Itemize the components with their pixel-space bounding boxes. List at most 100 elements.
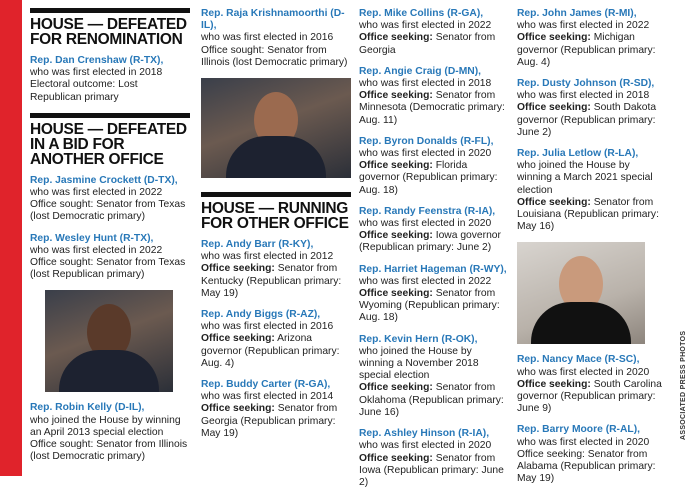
entry: Rep. Dusty Johnson (R-SD), who was first … (517, 78, 667, 139)
detail-label: Office seeking: (201, 333, 275, 345)
entry-intro: who was first elected in 2014 (201, 391, 334, 403)
entry-intro: who was first elected in 2022 (359, 20, 492, 32)
entry-detail: Office seeking: South Carolina governor … (517, 379, 667, 416)
photo (201, 78, 351, 179)
entry-detail: Office sought: Senator from Texas (lost … (30, 257, 190, 281)
entry-detail: Office seeking: Senator from Georgia (Re… (201, 403, 351, 440)
column: Rep. John James (R-MI), who was first ele… (517, 8, 667, 494)
detail-text: Michigan governor (Republican primary: A… (517, 32, 656, 68)
entry: Rep. Ashley Hinson (R-IA), who was first … (359, 428, 509, 489)
detail-label: Office seeking: (359, 382, 433, 394)
entry: Rep. Andy Biggs (R-AZ), who was first ele… (201, 309, 351, 370)
detail-text: Senator from Georgia (359, 32, 496, 56)
entry-intro: who was first elected in 2018 (30, 67, 163, 79)
entry: Rep. Kevin Hern (R-OK), who joined the Ho… (359, 334, 509, 419)
detail-text: Senator from Kentucky (Republican primar… (201, 263, 342, 299)
section-heading: HOUSE — DEFEATED IN A BID FOR ANOTHER OF… (30, 112, 190, 167)
entry-detail: Electoral outcome: Lost Republican prima… (30, 79, 190, 103)
detail-label: Office seeking: (359, 90, 433, 102)
detail-text: Senator from Minnesota (Democratic prima… (359, 90, 505, 126)
detail-text: Electoral outcome: Lost Republican prima… (30, 79, 138, 103)
entry: Rep. Andy Barr (R-KY), who was first elec… (201, 239, 351, 300)
entry-intro: who was first elected in 2022 (30, 244, 163, 256)
entry-intro: who joined the House by winning a Novemb… (359, 345, 479, 382)
entry-intro: who was first elected in 2022 (517, 20, 650, 32)
entry-name: Rep. Robin Kelly (D-IL), (30, 402, 145, 414)
entry-name: Rep. Randy Feenstra (R-IA), (359, 205, 496, 217)
entry-name: Rep. Andy Biggs (R-AZ), (201, 309, 321, 321)
entry-detail: Office seeking: Senator from Wyoming (Re… (359, 288, 509, 325)
section-heading: HOUSE — RUNNING FOR OTHER OFFICE (201, 192, 351, 231)
entry-detail: Office seeking: Senator from Georgia (359, 32, 509, 56)
detail-label: Office seeking: (359, 288, 433, 300)
entry-detail: Office seeking: Senator from Oklahoma (R… (359, 382, 509, 419)
entry-intro: who was first elected in 2020 (359, 148, 492, 160)
entry: Rep. Angie Craig (D-MN), who was first el… (359, 66, 509, 127)
entry-intro: who was first elected in 2020 (517, 366, 650, 378)
entry-detail: Office seeking: Senator from Kentucky (R… (201, 263, 351, 300)
entry: Rep. Raja Krishnamoorthi (D-IL), who was … (201, 8, 351, 69)
photo (45, 290, 173, 393)
entry-intro: who joined the House by winning an April… (30, 414, 181, 438)
entry-detail: Office seeking: Arizona governor (Republ… (201, 333, 351, 370)
entry: Rep. Buddy Carter (R-GA), who was first e… (201, 379, 351, 440)
entry-intro: who was first elected in 2022 (359, 275, 492, 287)
detail-text: Senator from Georgia (Republican primary… (201, 403, 338, 439)
entry: Rep. Mike Collins (R-GA), who was first e… (359, 8, 509, 57)
photo (517, 242, 645, 345)
entry-name: Rep. Nancy Mace (R-SC), (517, 354, 640, 366)
entry-intro: who was first elected in 2020 (359, 218, 492, 230)
entry-intro: who was first elected in 2020 (517, 436, 650, 448)
entry-detail: Office seeking: Senator from Minnesota (… (359, 90, 509, 127)
detail-text: Senator from Wyoming (Republican primary… (359, 288, 500, 324)
detail-label: Office seeking: (201, 403, 275, 415)
entry-intro: who was first elected in 2018 (359, 78, 492, 90)
page: HOUSE — DEFEATED FOR RENOMINATION Rep. D… (0, 0, 687, 488)
entry-detail: Office seeking: South Dakota governor (R… (517, 102, 667, 139)
entry-name: Rep. Byron Donalds (R-FL), (359, 135, 494, 147)
entry-name: Rep. John James (R-MI), (517, 8, 637, 19)
detail-text: Florida governor (Republican primary: Au… (359, 160, 498, 196)
entry-detail: Office seeking: Florida governor (Republ… (359, 160, 509, 197)
photo-credit: ASSOCIATED PRESS PHOTOS (680, 330, 687, 440)
entry-intro: who was first elected in 2018 (517, 90, 650, 102)
detail-text: Arizona governor (Republican primary: Au… (201, 333, 340, 369)
entry: Rep. Wesley Hunt (R-TX), who was first el… (30, 233, 190, 282)
entry-name: Rep. Angie Craig (D-MN), (359, 65, 482, 77)
entry-intro: who was first elected in 2016 (201, 32, 334, 44)
entry-detail: Office sought: Senator from Illinois (lo… (30, 439, 190, 463)
detail-text: Office sought: Senator from Illinois (lo… (201, 44, 348, 68)
entry-intro: who was first elected in 2020 (359, 440, 492, 452)
entry-name: Rep. Jasmine Crockett (D-TX), (30, 174, 178, 186)
red-bar (0, 0, 22, 476)
detail-label: Office seeking: (359, 230, 433, 242)
detail-text: Senator from Oklahoma (Republican primar… (359, 382, 504, 418)
detail-text: Office sought: Senator from Texas (lost … (30, 199, 186, 223)
entry-name: Rep. Kevin Hern (R-OK), (359, 333, 478, 345)
entry-intro: who was first elected in 2012 (201, 251, 334, 263)
entry-name: Rep. Dan Crenshaw (R-TX), (30, 55, 164, 66)
detail-text: South Dakota governor (Republican primar… (517, 102, 657, 138)
detail-label: Office seeking: (517, 32, 591, 44)
entry-name: Rep. Barry Moore (R-AL), (517, 424, 640, 436)
column: HOUSE — DEFEATED FOR RENOMINATION Rep. D… (30, 8, 190, 472)
column: Rep. Raja Krishnamoorthi (D-IL), who was … (201, 8, 351, 449)
entry-name: Rep. Wesley Hunt (R-TX), (30, 232, 154, 244)
entry-name: Rep. Dusty Johnson (R-SD), (517, 78, 655, 90)
entry: Rep. Julia Letlow (R-LA), who joined the … (517, 148, 667, 233)
entry-name: Rep. Andy Barr (R-KY), (201, 239, 314, 251)
entry: Rep. Barry Moore (R-AL), who was first el… (517, 424, 667, 485)
section-heading: HOUSE — DEFEATED FOR RENOMINATION (30, 8, 190, 47)
detail-label: Office seeking: (359, 160, 433, 172)
entry-name: Rep. Ashley Hinson (R-IA), (359, 428, 490, 440)
entry: Rep. Harriet Hageman (R-WY), who was firs… (359, 264, 509, 325)
detail-text: Office sought: Senator from Texas (lost … (30, 257, 186, 281)
detail-text: Office sought: Senator from Illinois (lo… (30, 439, 188, 463)
entry: Rep. Nancy Mace (R-SC), who was first ele… (517, 354, 667, 415)
detail-label: Office seeking: (517, 378, 591, 390)
entry-name: Rep. Julia Letlow (R-LA), (517, 148, 639, 160)
entry-intro: who joined the House by winning a March … (517, 160, 653, 196)
detail-text: Office seeking: Senator from Alabama (Re… (517, 448, 656, 485)
entry: Rep. Dan Crenshaw (R-TX), who was first e… (30, 55, 190, 104)
detail-text: Iowa governor (Republican primary: June … (359, 230, 501, 254)
